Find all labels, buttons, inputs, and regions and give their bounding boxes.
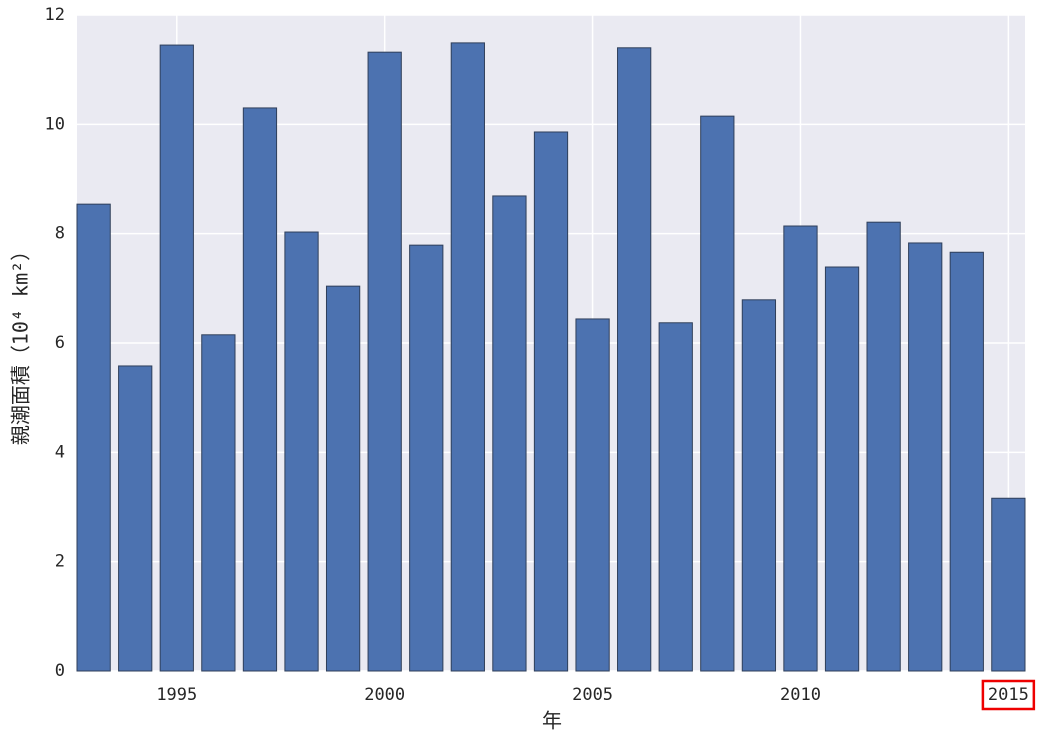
x-tick-label: 1995 bbox=[156, 685, 197, 705]
y-tick-label: 2 bbox=[55, 552, 65, 572]
bar bbox=[866, 221, 901, 672]
bar bbox=[991, 497, 1026, 672]
bar bbox=[367, 51, 402, 672]
bar bbox=[700, 115, 735, 672]
bar bbox=[824, 266, 860, 672]
y-tick-label: 4 bbox=[55, 442, 65, 462]
bar bbox=[617, 47, 652, 672]
highlight-box bbox=[981, 679, 1036, 711]
bar bbox=[118, 365, 153, 672]
x-axis-label: 年 bbox=[542, 709, 562, 733]
bar bbox=[409, 244, 444, 672]
bar bbox=[783, 225, 818, 672]
bar bbox=[492, 195, 527, 672]
x-tick-label: 2000 bbox=[364, 685, 405, 705]
bar bbox=[575, 318, 610, 672]
y-tick-label: 6 bbox=[55, 333, 65, 353]
x-tick-label: 2015 bbox=[988, 685, 1029, 705]
bar bbox=[533, 131, 569, 672]
y-tick-label: 12 bbox=[45, 5, 65, 25]
bar bbox=[450, 42, 485, 672]
bar bbox=[201, 334, 236, 672]
y-axis-label: 親潮面積（10⁴ km²） bbox=[9, 241, 33, 445]
bar bbox=[284, 231, 319, 672]
bar bbox=[159, 44, 194, 672]
bar bbox=[908, 242, 943, 672]
bar bbox=[76, 203, 111, 672]
x-tick-label: 2010 bbox=[780, 685, 821, 705]
bar bbox=[949, 251, 984, 672]
bar bbox=[325, 285, 361, 672]
y-tick-label: 0 bbox=[55, 661, 65, 681]
bar bbox=[658, 322, 693, 672]
bar bbox=[741, 299, 777, 672]
y-tick-label: 10 bbox=[45, 114, 65, 134]
bar bbox=[242, 107, 278, 672]
y-tick-label: 8 bbox=[55, 224, 65, 244]
x-tick-label: 2005 bbox=[572, 685, 613, 705]
